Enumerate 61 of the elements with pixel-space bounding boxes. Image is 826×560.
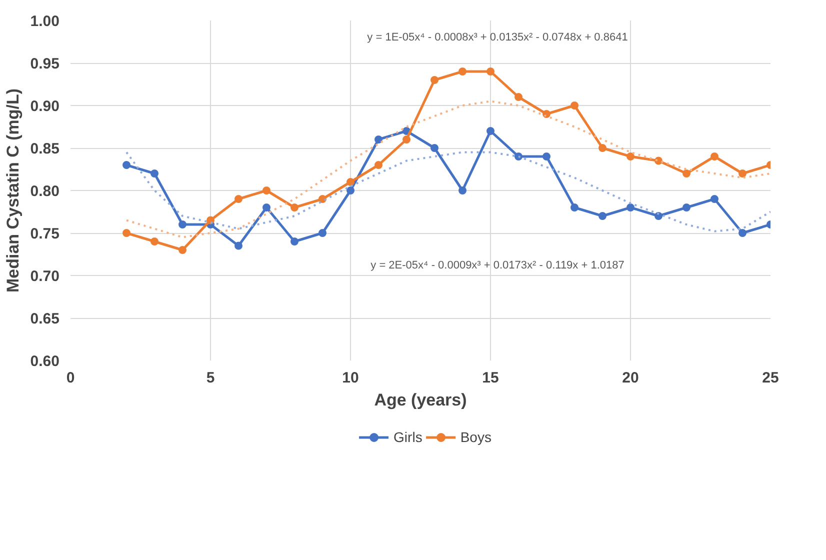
line-series — [126, 100, 770, 238]
point — [710, 195, 718, 203]
y-tick-label: 0.60 — [30, 353, 60, 370]
x-tick-label: 25 — [762, 370, 779, 386]
point — [682, 170, 690, 178]
point — [318, 229, 326, 237]
point — [430, 76, 438, 84]
point — [402, 136, 410, 144]
point — [570, 204, 578, 212]
point — [346, 186, 354, 194]
point — [598, 144, 606, 152]
point — [122, 161, 130, 169]
y-tick-label: 0.90 — [30, 98, 60, 115]
point — [710, 152, 718, 160]
point — [262, 186, 270, 194]
point — [374, 136, 382, 144]
y-axis-title: Median Cystatin C (mg/L) — [3, 88, 22, 293]
legend-label: Girls — [394, 429, 422, 445]
point — [374, 161, 382, 169]
x-tick-label: 15 — [482, 370, 499, 386]
y-tick-label: 0.80 — [30, 183, 60, 200]
point — [514, 93, 522, 101]
point — [178, 220, 186, 228]
point — [150, 238, 158, 246]
point — [458, 186, 466, 194]
point — [290, 204, 298, 212]
point — [206, 216, 214, 224]
legend-label: Boys — [460, 429, 492, 445]
point — [178, 246, 186, 254]
point — [150, 170, 158, 178]
x-tick-label: 0 — [66, 370, 75, 386]
point — [738, 170, 746, 178]
point — [234, 242, 242, 250]
point — [262, 204, 270, 212]
x-tick-label: 20 — [622, 370, 639, 386]
x-tick-label: 5 — [206, 370, 215, 386]
annotation: y = 2E-05x⁴ - 0.0009x³ + 0.0173x² - 0.119x + 1.0187 — [370, 259, 624, 272]
point — [486, 127, 494, 135]
point — [598, 212, 606, 220]
point — [290, 238, 298, 246]
y-tick-label: 0.75 — [30, 226, 60, 242]
y-tick-label: 0.70 — [30, 268, 60, 285]
point — [458, 68, 466, 76]
point — [570, 102, 578, 110]
point — [738, 229, 746, 237]
annotation: y = 1E-05x⁴ - 0.0008x³ + 0.0135x² - 0.0748x + 0.8641 — [367, 32, 628, 44]
point — [542, 152, 550, 160]
point — [346, 178, 354, 186]
point — [430, 144, 438, 152]
x-tick-label: 10 — [342, 370, 359, 386]
point — [234, 195, 242, 203]
point — [122, 229, 130, 237]
point — [682, 204, 690, 212]
y-tick-label: 0.95 — [30, 56, 60, 72]
point — [626, 204, 634, 212]
y-tick-label: 0.65 — [30, 310, 60, 328]
point — [486, 68, 494, 76]
y-tick-label: 1.00 — [30, 13, 60, 30]
y-tick-label: 0.85 — [30, 140, 60, 158]
point — [626, 152, 634, 160]
x-axis-title: Age (years) — [374, 390, 467, 410]
